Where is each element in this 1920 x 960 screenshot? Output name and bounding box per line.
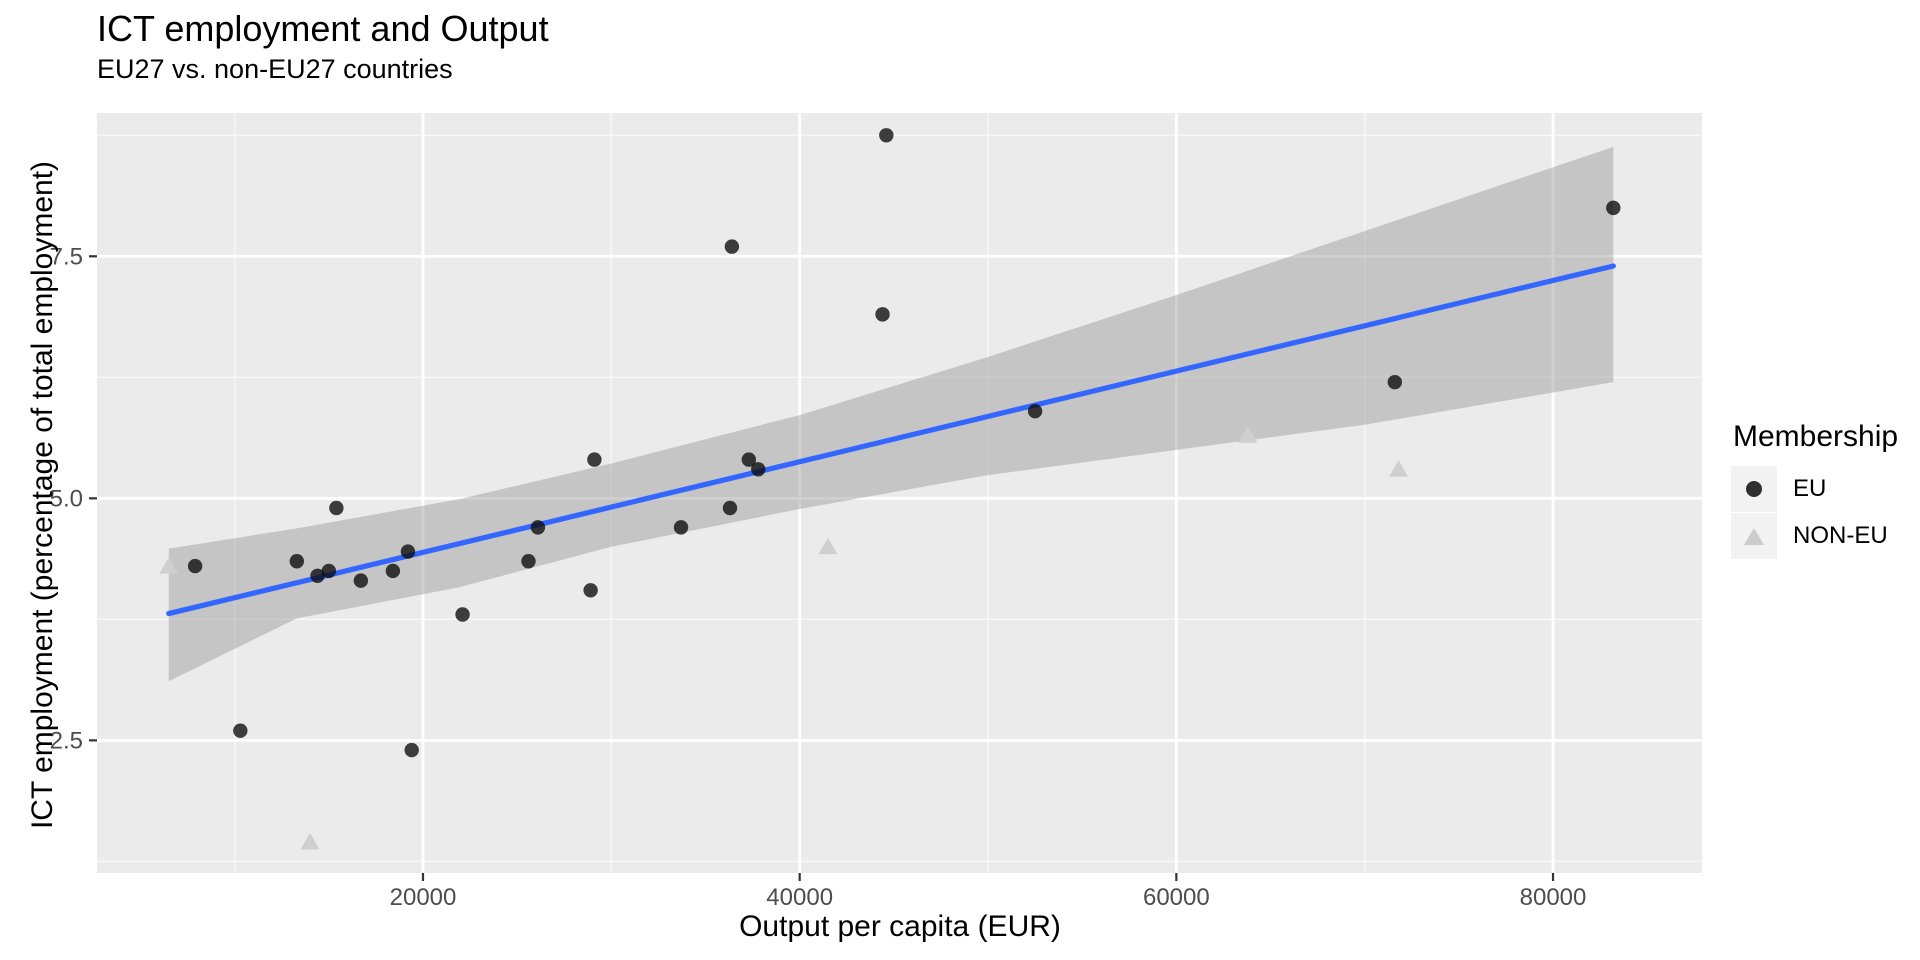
data-point-eu [724, 239, 740, 254]
data-point-eu [187, 558, 203, 574]
data-point-eu [233, 723, 248, 738]
y-tick-label: 5.0 [50, 485, 83, 512]
data-point-noneu [159, 557, 179, 574]
legend-label-eu: EU [1793, 475, 1827, 502]
data-point-noneu [818, 537, 838, 555]
legend-label-noneu: NON-EU [1793, 522, 1888, 549]
chart-subtitle: EU27 vs. non-EU27 countries [97, 54, 453, 84]
legend-title: Membership [1733, 420, 1899, 453]
data-point-eu [385, 563, 401, 579]
data-point-eu [400, 544, 416, 559]
chart-title: ICT employment and Output [97, 8, 549, 49]
x-tick-label: 80000 [1520, 884, 1587, 911]
x-tick-label: 40000 [766, 884, 833, 911]
data-point-eu [879, 128, 894, 143]
y-tick-label: 2.5 [50, 727, 83, 754]
plot-panel [97, 113, 1702, 873]
y-tick-label: 7.5 [50, 243, 83, 270]
legend-key-eu [1731, 466, 1777, 512]
data-point-eu [673, 520, 689, 535]
noneu-triangle-icon [1744, 528, 1764, 545]
data-point-eu [751, 462, 766, 477]
data-point-eu [404, 742, 419, 758]
eu-circle-icon [1746, 481, 1762, 497]
data-point-noneu [1238, 426, 1258, 443]
data-point-noneu [1389, 460, 1409, 477]
data-point-eu [310, 568, 325, 583]
data-point-eu [722, 500, 738, 516]
data-point-eu [289, 554, 305, 569]
data-point-eu [1387, 374, 1403, 390]
y-axis-title: ICT employment (percentage of total empl… [26, 160, 59, 830]
data-point-eu [353, 573, 369, 588]
legend: Membership EU NON-EU [1731, 420, 1916, 570]
legend-key-noneu [1731, 513, 1777, 559]
data-point-eu [587, 452, 602, 467]
x-tick-label: 60000 [1143, 884, 1210, 911]
data-point-eu [741, 452, 757, 467]
confidence-band [168, 146, 1614, 682]
data-point-eu [1027, 403, 1043, 419]
data-point-eu [321, 563, 337, 579]
x-axis-title: Output per capita (EUR) [739, 910, 1061, 943]
data-point-eu [329, 500, 344, 516]
data-point-eu [875, 307, 890, 322]
data-point-eu [583, 583, 598, 598]
x-tick-label: 20000 [390, 884, 457, 911]
data-point-eu [521, 554, 536, 569]
data-point-eu [455, 607, 470, 622]
data-point-noneu [300, 833, 320, 850]
data-point-eu [530, 520, 546, 535]
data-point-eu [1606, 200, 1621, 216]
